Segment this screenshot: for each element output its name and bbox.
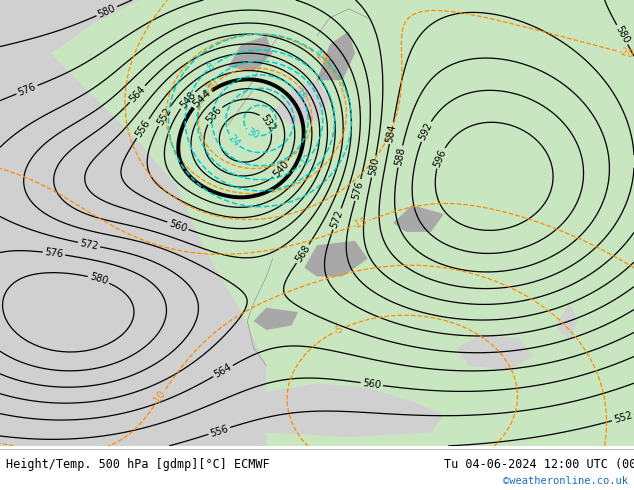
- Text: ©weatheronline.co.uk: ©weatheronline.co.uk: [503, 476, 628, 487]
- Polygon shape: [235, 384, 444, 437]
- Polygon shape: [273, 80, 330, 125]
- Text: -30: -30: [203, 77, 221, 95]
- Text: 18: 18: [292, 87, 307, 103]
- Text: 588: 588: [393, 147, 407, 167]
- Text: 536: 536: [204, 105, 224, 125]
- Text: Height/Temp. 500 hPa [gdmp][°C] ECMWF: Height/Temp. 500 hPa [gdmp][°C] ECMWF: [6, 458, 270, 471]
- Text: 24: 24: [226, 133, 242, 148]
- Polygon shape: [304, 241, 368, 276]
- Polygon shape: [456, 334, 533, 370]
- Text: 540: 540: [271, 159, 291, 180]
- Text: 580: 580: [96, 3, 117, 20]
- Text: 552: 552: [612, 410, 633, 425]
- Text: 568: 568: [294, 243, 312, 264]
- Text: 576: 576: [351, 180, 365, 200]
- Text: 556: 556: [209, 423, 230, 439]
- Text: 4: 4: [313, 48, 323, 59]
- Text: 564: 564: [212, 362, 233, 380]
- Text: 580: 580: [613, 24, 631, 45]
- Text: 548: 548: [178, 90, 197, 110]
- Text: 596: 596: [432, 147, 448, 169]
- Text: 552: 552: [155, 106, 173, 127]
- Polygon shape: [317, 31, 355, 80]
- Polygon shape: [393, 205, 444, 232]
- Text: 560: 560: [362, 378, 382, 391]
- Text: 576: 576: [16, 82, 37, 98]
- Text: 560: 560: [167, 218, 188, 234]
- Text: 572: 572: [79, 238, 99, 251]
- Text: -5: -5: [332, 323, 345, 337]
- Polygon shape: [254, 308, 298, 330]
- Text: 532: 532: [259, 112, 277, 133]
- Text: 30: 30: [245, 127, 261, 141]
- Text: 592: 592: [417, 121, 434, 142]
- Polygon shape: [0, 0, 266, 446]
- Text: 584: 584: [385, 123, 398, 143]
- Text: 556: 556: [134, 118, 152, 139]
- Text: Tu 04-06-2024 12:00 UTC (00+12): Tu 04-06-2024 12:00 UTC (00+12): [444, 458, 634, 471]
- Text: 12: 12: [299, 152, 314, 168]
- Text: 8: 8: [205, 61, 217, 73]
- Polygon shape: [0, 0, 139, 112]
- Polygon shape: [558, 303, 577, 339]
- Text: 580: 580: [88, 272, 109, 287]
- Text: -20: -20: [617, 47, 634, 60]
- Text: -10: -10: [151, 389, 168, 407]
- Text: 544: 544: [191, 87, 213, 109]
- Text: 572: 572: [329, 209, 345, 230]
- Text: -25: -25: [312, 49, 330, 67]
- Polygon shape: [228, 36, 273, 72]
- Text: -15: -15: [351, 216, 369, 231]
- Text: 564: 564: [127, 84, 147, 104]
- Text: 576: 576: [44, 247, 64, 260]
- Text: 580: 580: [367, 156, 380, 176]
